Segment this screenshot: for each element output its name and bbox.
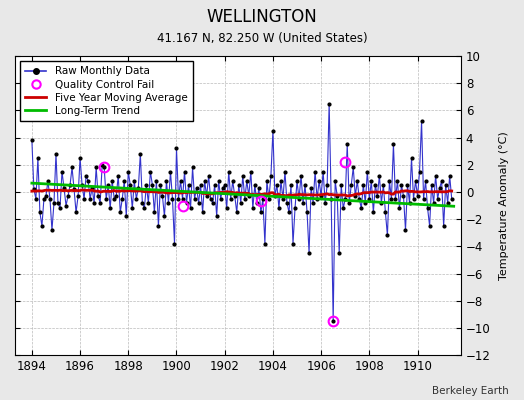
Text: Berkeley Earth: Berkeley Earth [432,386,508,396]
Y-axis label: Temperature Anomaly (°C): Temperature Anomaly (°C) [499,131,509,280]
Legend: Raw Monthly Data, Quality Control Fail, Five Year Moving Average, Long-Term Tren: Raw Monthly Data, Quality Control Fail, … [20,61,192,121]
Text: WELLINGTON: WELLINGTON [206,8,318,26]
Text: 41.167 N, 82.250 W (United States): 41.167 N, 82.250 W (United States) [157,32,367,45]
